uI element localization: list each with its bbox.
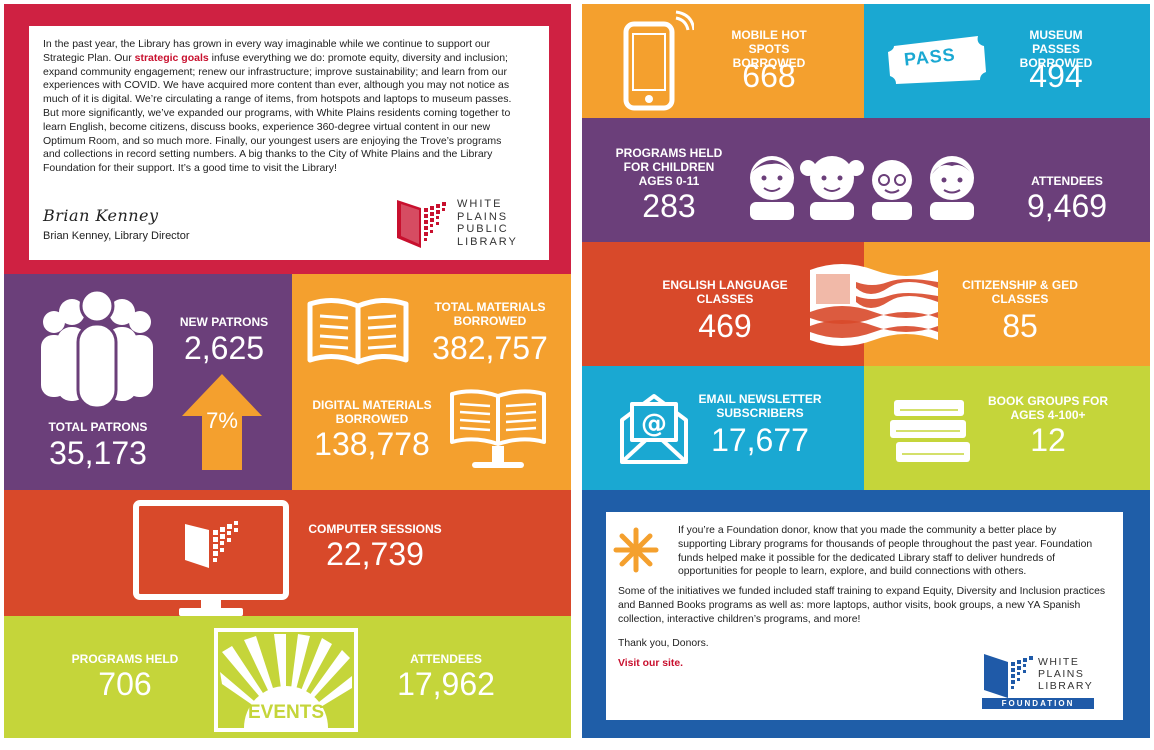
visit-site-link[interactable]: Visit our site. xyxy=(618,658,684,670)
newsletter-label: EMAIL NEWSLETTER SUBSCRIBERS xyxy=(698,392,822,420)
event-attendees-value: 17,962 xyxy=(397,666,495,702)
children-attendees-label: ATTENDEES xyxy=(1031,174,1103,188)
signature: Brian Kenney xyxy=(43,206,159,225)
monitor-icon xyxy=(133,500,289,616)
children-programs-value: 283 xyxy=(642,188,696,224)
sunburst-icon xyxy=(220,634,352,728)
museum-passes-label: MUSEUM PASSES BORROWED xyxy=(1019,28,1093,70)
book-stack-icon xyxy=(890,400,970,462)
letter-card: In the past year, the Library has grown … xyxy=(29,26,549,260)
computer-monitor xyxy=(133,500,289,618)
library-logo: WHITE PLAINS PUBLIC LIBRARY xyxy=(393,194,523,252)
library-book-logo-icon xyxy=(397,200,446,248)
museum-passes-value: 494 xyxy=(1029,58,1083,94)
up-arrow-icon xyxy=(182,374,262,470)
foundation-paragraph-1: If you’re a Foundation donor, know that … xyxy=(678,525,1093,578)
asterisk-icon xyxy=(613,527,659,573)
growth-percent: 7% xyxy=(206,408,238,433)
events-label: EVENTS xyxy=(247,702,325,723)
foundation-paragraph-2: Some of the initiatives we funded includ… xyxy=(618,586,1106,625)
foundation-banner: FOUNDATION xyxy=(982,698,1094,709)
hot-spots-value: 668 xyxy=(742,58,796,94)
ticket-icon xyxy=(888,36,986,84)
newsletter-value: 17,677 xyxy=(711,422,809,458)
children-attendees-value: 9,469 xyxy=(1026,188,1108,224)
book-groups-section: BOOK GROUPS FOR AGES 4-100+ 12 xyxy=(864,366,1150,490)
new-patrons-label: NEW PATRONS xyxy=(179,315,269,329)
children-programs-section: PROGRAMS HELD FOR CHILDREN AGES 0-11 283… xyxy=(582,118,1150,242)
newsletter-section: @ EMAIL NEWSLETTER SUBSCRIBERS 17,677 xyxy=(582,366,864,490)
svg-text:@: @ xyxy=(641,409,667,439)
total-patrons-label: TOTAL PATRONS xyxy=(48,420,148,434)
email-envelope-icon: @ xyxy=(620,394,688,464)
foundation-logo: WHITE PLAINS LIBRARY FOUNDATION xyxy=(982,650,1112,710)
director-letter-section: In the past year, the Library has grown … xyxy=(4,4,571,274)
patrons-section: NEW PATRONS 2,625 TOTAL PATRONS 35,173 7… xyxy=(4,274,292,490)
english-classes-value: 469 xyxy=(698,308,752,344)
programs-held-label: PROGRAMS HELD xyxy=(71,652,179,666)
digital-materials-label: DIGITAL MATERIALS BORROWED xyxy=(312,398,432,426)
digital-materials-value: 138,778 xyxy=(314,426,430,462)
foundation-card: If you’re a Foundation donor, know that … xyxy=(606,512,1123,720)
book-groups-value: 12 xyxy=(1030,422,1066,458)
strategic-goals-link[interactable]: strategic goals xyxy=(134,51,209,64)
new-patrons-value: 2,625 xyxy=(183,330,265,366)
children-faces-icon xyxy=(750,156,974,220)
events-section: PROGRAMS HELD 706 ATTENDEES 17,962 EVENT… xyxy=(4,616,571,738)
materials-section: TOTAL MATERIALS BORROWED 382,757 DIGITAL… xyxy=(292,274,571,490)
computer-sessions-value: 22,739 xyxy=(326,536,424,572)
hot-spots-section: MOBILE HOT SPOTS BORROWED 668 xyxy=(582,4,864,118)
computer-sessions-label: COMPUTER SESSIONS xyxy=(308,522,442,536)
citizenship-label: CITIZENSHIP & GED CLASSES xyxy=(962,278,1078,306)
open-book-icon xyxy=(307,298,409,365)
growth-arrow: 7% xyxy=(182,374,262,470)
total-patrons-value: 35,173 xyxy=(49,435,147,471)
smartphone-icon xyxy=(623,10,694,111)
foundation-thanks: Thank you, Donors. xyxy=(618,637,709,649)
events-sunburst: EVENTS xyxy=(214,628,358,732)
people-group-icon xyxy=(41,290,153,410)
signer-name: Brian Kenney, Library Director xyxy=(43,230,190,242)
book-groups-label: BOOK GROUPS FOR AGES 4-100+ xyxy=(987,394,1108,422)
programs-held-value: 706 xyxy=(98,666,152,702)
museum-passes-section: PASS MUSEUM PASSES BORROWED 494 xyxy=(864,4,1150,118)
children-programs-label: PROGRAMS HELD FOR CHILDREN AGES 0-11 xyxy=(615,146,723,188)
total-materials-label: TOTAL MATERIALS BORROWED xyxy=(434,300,546,328)
english-classes-label: ENGLISH LANGUAGE CLASSES xyxy=(662,278,788,306)
event-attendees-label: ATTENDEES xyxy=(410,652,482,666)
total-materials-value: 382,757 xyxy=(432,330,548,366)
american-flag-icon xyxy=(810,264,938,346)
digital-reader-icon xyxy=(450,389,546,468)
foundation-section: If you’re a Foundation donor, know that … xyxy=(582,490,1150,738)
foundation-book-logo-icon xyxy=(984,654,1033,698)
citizenship-value: 85 xyxy=(1002,308,1038,344)
letter-body: In the past year, the Library has grown … xyxy=(43,38,512,175)
hot-spots-label: MOBILE HOT SPOTS BORROWED xyxy=(731,28,807,70)
